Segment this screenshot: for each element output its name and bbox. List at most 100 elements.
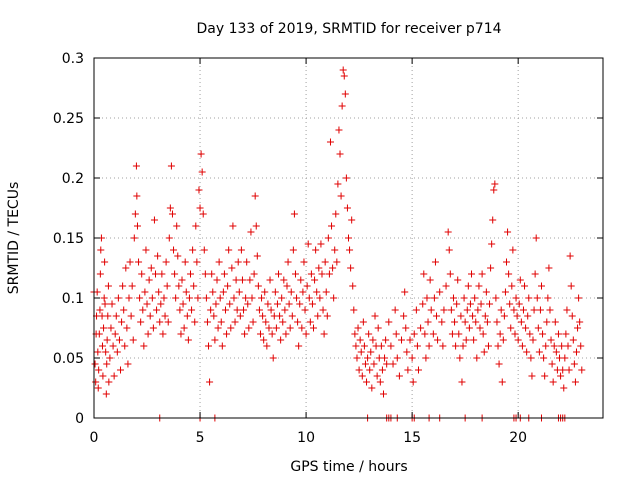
data-point xyxy=(91,360,99,368)
data-point xyxy=(345,234,352,242)
data-point xyxy=(514,336,522,344)
data-point xyxy=(148,294,156,302)
data-point xyxy=(167,162,175,170)
data-point xyxy=(335,126,343,134)
data-point xyxy=(122,264,130,272)
data-point xyxy=(425,342,433,350)
data-point xyxy=(464,282,472,290)
data-point xyxy=(462,336,470,344)
data-point xyxy=(412,306,420,314)
data-point xyxy=(262,318,270,326)
data-point xyxy=(548,360,556,368)
data-point xyxy=(278,294,286,302)
data-point xyxy=(406,336,414,344)
data-point xyxy=(206,378,214,386)
data-point xyxy=(532,234,540,242)
data-point xyxy=(284,258,292,266)
data-point xyxy=(567,282,575,290)
data-point xyxy=(251,192,259,200)
data-point xyxy=(147,264,155,272)
data-point xyxy=(410,330,418,338)
data-point xyxy=(226,300,234,308)
data-point xyxy=(333,258,341,266)
data-point xyxy=(524,312,532,320)
data-point xyxy=(120,306,128,314)
data-point xyxy=(103,360,111,368)
data-point xyxy=(466,300,474,308)
data-point xyxy=(99,372,107,380)
y-axis-label: SRMTID / TECUs xyxy=(6,182,22,295)
data-point xyxy=(367,348,375,356)
data-point xyxy=(162,258,170,266)
data-point xyxy=(245,324,253,332)
data-point xyxy=(358,372,366,380)
data-point xyxy=(97,246,105,254)
data-point xyxy=(330,294,338,302)
data-point xyxy=(559,366,567,374)
data-point xyxy=(560,384,568,392)
data-point xyxy=(570,360,578,368)
data-point xyxy=(451,318,459,326)
data-point xyxy=(157,300,165,308)
data-point xyxy=(158,270,166,278)
data-point xyxy=(253,252,261,260)
data-point xyxy=(492,294,500,302)
data-point xyxy=(486,300,494,308)
data-point xyxy=(191,318,199,326)
data-point xyxy=(483,318,491,326)
data-point xyxy=(498,378,506,386)
data-point xyxy=(363,378,371,386)
data-point xyxy=(387,342,395,350)
data-point xyxy=(577,342,585,350)
data-point xyxy=(144,330,152,338)
data-point xyxy=(574,324,582,332)
data-point xyxy=(165,234,173,242)
data-point xyxy=(215,258,223,266)
data-point xyxy=(331,246,339,254)
data-point xyxy=(340,72,348,80)
data-point xyxy=(160,294,168,302)
data-point xyxy=(546,306,554,314)
data-point xyxy=(306,318,314,326)
data-point xyxy=(351,330,359,338)
data-point xyxy=(211,336,219,344)
data-point xyxy=(311,276,319,284)
data-point xyxy=(95,330,103,338)
data-point xyxy=(273,300,281,308)
data-point xyxy=(542,342,550,350)
data-point xyxy=(426,276,434,284)
data-point xyxy=(139,306,147,314)
data-point xyxy=(378,366,386,374)
data-point xyxy=(268,330,276,338)
data-point xyxy=(197,150,205,158)
data-point xyxy=(214,324,222,332)
data-point xyxy=(469,312,477,320)
data-point xyxy=(171,270,179,278)
data-point xyxy=(201,270,209,278)
data-point xyxy=(241,330,249,338)
data-point xyxy=(213,276,221,284)
data-point xyxy=(489,216,497,224)
data-point xyxy=(550,342,558,350)
data-point xyxy=(294,318,302,326)
data-point xyxy=(170,246,178,254)
data-point xyxy=(401,288,409,296)
data-point xyxy=(267,306,275,314)
data-point xyxy=(430,294,438,302)
data-point xyxy=(219,288,227,296)
data-point xyxy=(319,306,327,314)
data-point xyxy=(376,378,384,386)
data-point xyxy=(297,276,305,284)
data-point xyxy=(507,324,515,332)
data-point xyxy=(293,294,301,302)
data-point xyxy=(137,318,145,326)
data-point xyxy=(313,288,321,296)
data-point xyxy=(476,324,484,332)
data-point xyxy=(298,324,306,332)
data-point xyxy=(391,306,399,314)
data-point xyxy=(200,246,208,254)
data-point xyxy=(519,306,527,314)
data-point xyxy=(138,270,146,278)
data-point xyxy=(413,342,421,350)
